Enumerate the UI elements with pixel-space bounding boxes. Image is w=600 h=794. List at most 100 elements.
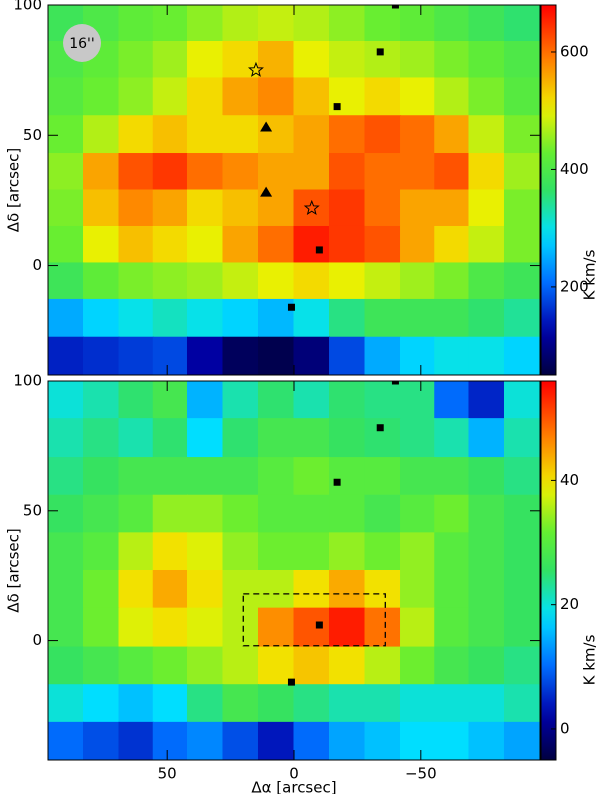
- heat-cell: [468, 189, 505, 227]
- heat-cell: [293, 262, 331, 300]
- heat-cell: [329, 77, 366, 117]
- heat-cell: [329, 418, 366, 459]
- heat-cell: [434, 77, 470, 117]
- heat-cell: [257, 570, 295, 609]
- heat-cell: [400, 336, 436, 375]
- heat-cell: [468, 40, 505, 79]
- heat-cell: [186, 115, 224, 155]
- heat-cell: [186, 607, 224, 648]
- heat-cell: [329, 457, 366, 496]
- heat-cell: [329, 607, 366, 648]
- heat-cell: [257, 115, 295, 155]
- heat-cell: [118, 684, 154, 723]
- heat-cell: [503, 457, 540, 496]
- plot-area: [48, 5, 540, 375]
- heat-cell: [83, 418, 120, 459]
- heat-cell: [434, 532, 470, 571]
- heat-cell: [118, 457, 154, 496]
- heat-cell: [118, 153, 154, 191]
- colorbar-tick-label: 600: [560, 42, 589, 60]
- heat-cell: [400, 570, 436, 609]
- heat-cell: [152, 153, 188, 191]
- heat-cell: [434, 607, 470, 648]
- marker-square: [315, 621, 323, 629]
- heat-cell: [503, 115, 540, 155]
- heat-cell: [503, 607, 540, 648]
- heat-cell: [257, 225, 295, 264]
- marker-triangle: [260, 186, 273, 197]
- heat-cell: [118, 646, 154, 686]
- heat-cell: [48, 457, 85, 496]
- heat-cell: [293, 5, 331, 42]
- heat-cell: [293, 153, 331, 191]
- heat-cell: [257, 40, 295, 79]
- heat-cell: [364, 298, 402, 338]
- marker-square: [391, 5, 399, 9]
- heat-cell: [434, 225, 470, 264]
- heat-cell: [186, 189, 224, 227]
- heat-cell: [152, 262, 188, 300]
- heat-cell: [400, 40, 436, 79]
- heat-cell: [364, 5, 402, 42]
- heat-cell: [222, 5, 259, 42]
- heat-cell: [186, 684, 224, 723]
- heat-cell: [434, 457, 470, 496]
- heat-cell: [186, 262, 224, 300]
- heat-cell: [222, 153, 259, 191]
- heat-cell: [503, 418, 540, 459]
- heat-cell: [257, 336, 295, 375]
- heat-cell: [329, 381, 366, 420]
- heat-cell: [329, 532, 366, 571]
- region-box: [242, 593, 386, 647]
- heat-cell: [186, 5, 224, 42]
- heat-cell: [152, 40, 188, 79]
- heat-cell: [48, 189, 85, 227]
- y-axis-label: Δδ [arcsec]: [5, 148, 23, 232]
- heat-cell: [186, 77, 224, 117]
- heat-cell: [257, 721, 295, 760]
- heat-cell: [364, 77, 402, 117]
- heat-cell: [434, 262, 470, 300]
- heat-cell: [364, 115, 402, 155]
- heat-cell: [293, 298, 331, 338]
- heat-cell: [293, 570, 331, 609]
- heat-cell: [222, 336, 259, 375]
- heat-cell: [400, 298, 436, 338]
- heat-cell: [293, 607, 331, 648]
- heat-cell: [293, 418, 331, 459]
- heat-cell: [186, 570, 224, 609]
- heat-cell: [186, 381, 224, 420]
- y-tick-label: 50: [23, 126, 42, 144]
- heat-cell: [293, 225, 331, 264]
- heat-cell: [186, 418, 224, 459]
- heat-cell: [152, 77, 188, 117]
- heat-cell: [222, 607, 259, 648]
- heat-cell: [293, 494, 331, 534]
- x-axis-label: Δα [arcsec]: [251, 779, 336, 794]
- heat-cell: [152, 5, 188, 42]
- heat-cell: [400, 494, 436, 534]
- heat-cell: [468, 721, 505, 760]
- marker-square: [376, 424, 384, 432]
- colorbar-tick-label: 200: [560, 277, 589, 295]
- heat-cell: [152, 646, 188, 686]
- heat-cell: [329, 684, 366, 723]
- heat-cell: [400, 684, 436, 723]
- heat-cell: [48, 570, 85, 609]
- heat-cell: [434, 494, 470, 534]
- heat-cell: [329, 298, 366, 338]
- heat-cell: [329, 494, 366, 534]
- colorbar: [540, 380, 557, 761]
- heat-cell: [48, 298, 85, 338]
- heat-cell: [503, 684, 540, 723]
- heat-cell: [186, 532, 224, 571]
- heat-cell: [152, 607, 188, 648]
- heat-cell: [222, 40, 259, 79]
- marker-star: [303, 199, 320, 216]
- colorbar: [540, 4, 557, 376]
- heat-cell: [468, 646, 505, 686]
- heat-cell: [400, 457, 436, 496]
- heat-cell: [83, 153, 120, 191]
- heat-cell: [222, 381, 259, 420]
- heat-cell: [329, 189, 366, 227]
